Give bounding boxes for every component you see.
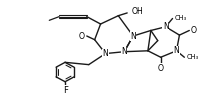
Text: F: F: [62, 86, 67, 94]
Text: O: O: [78, 31, 84, 41]
Text: OH: OH: [130, 7, 142, 16]
Text: N: N: [130, 31, 135, 41]
Text: O: O: [189, 26, 195, 35]
Text: N: N: [162, 22, 168, 31]
Text: CH₃: CH₃: [185, 54, 197, 60]
Text: N: N: [173, 46, 178, 55]
Text: O: O: [157, 64, 163, 73]
Text: CH₃: CH₃: [174, 16, 186, 21]
Text: N: N: [121, 47, 126, 56]
Text: N: N: [102, 49, 108, 58]
